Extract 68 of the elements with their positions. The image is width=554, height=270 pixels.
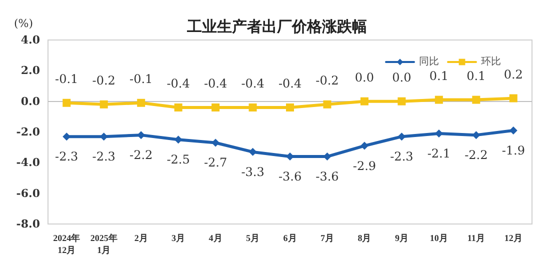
data-label: -0.4 (241, 76, 265, 90)
data-label: 0.2 (504, 67, 523, 82)
point (398, 132, 406, 141)
x-tick-label: 6月 (283, 233, 297, 243)
data-label: 0.1 (466, 68, 486, 83)
data-label: -0.2 (316, 73, 339, 88)
x-tick-label: 9月 (394, 233, 408, 243)
x-tick-label: 10月 (430, 233, 448, 243)
point (398, 97, 406, 106)
x-tick-label: 2025年 1月 (90, 233, 118, 255)
point (62, 98, 71, 107)
data-label: -0.4 (278, 76, 302, 90)
x-tick-label: 11月 (467, 233, 485, 243)
y-axis-title: (%) (14, 17, 34, 30)
x-tick-label: 8月 (358, 233, 372, 243)
x-tick-label: 4月 (208, 233, 222, 243)
point (248, 148, 257, 156)
legend-label: 环比 (481, 56, 501, 68)
point (434, 96, 443, 104)
data-label: -0.1 (55, 72, 78, 86)
point (137, 98, 146, 107)
data-label: -2.1 (427, 146, 450, 161)
x-tick-label: 7月 (320, 233, 334, 243)
data-label: -3.6 (278, 170, 302, 184)
data-label: -3.3 (241, 164, 264, 179)
y-tick-label: -4.0 (16, 156, 40, 170)
point (472, 96, 480, 104)
data-label: -0.4 (204, 76, 228, 90)
point (248, 103, 257, 112)
y-tick-label: -2.0 (16, 126, 40, 138)
data-label: -2.7 (204, 156, 228, 170)
data-label: -2.5 (166, 152, 190, 167)
point (509, 94, 518, 102)
chart-title: 工业生产者出厂价格涨跌幅 (186, 18, 367, 36)
y-tick-label: -6.0 (16, 186, 40, 200)
y-tick-label: 2.0 (20, 64, 40, 78)
data-label: -3.6 (316, 170, 339, 184)
data-label: 0.0 (392, 70, 412, 84)
y-tick-label: 4.0 (20, 34, 40, 46)
data-label: -2.2 (130, 148, 153, 162)
x-tick-label: 12月 (504, 233, 522, 243)
y-tick-label: 0.0 (20, 94, 40, 108)
point (212, 103, 220, 112)
data-label: 0.0 (354, 70, 374, 84)
x-tick-label: 3月 (172, 233, 186, 243)
data-label: 0.1 (429, 68, 448, 83)
data-label: -2.3 (92, 150, 116, 164)
point (360, 142, 368, 150)
data-label: -0.1 (130, 72, 153, 86)
data-label: -1.9 (502, 143, 525, 158)
data-label: -2.3 (55, 150, 78, 164)
x-tick-label: 2024年 12月 (53, 233, 80, 255)
point (100, 100, 108, 108)
data-label: -0.2 (92, 73, 116, 88)
point (323, 100, 332, 108)
point (174, 136, 182, 144)
point (174, 103, 182, 112)
legend-label: 同比 (419, 56, 439, 68)
point (286, 103, 294, 112)
y-tick-label: -8.0 (16, 218, 40, 230)
point (360, 97, 368, 106)
data-label: -2.9 (352, 158, 376, 173)
point (212, 138, 220, 147)
data-label: -0.4 (166, 76, 190, 90)
x-tick-label: 2月 (134, 233, 148, 243)
data-label: -2.3 (390, 150, 414, 164)
data-label: -2.2 (464, 148, 488, 162)
x-tick-label: 5月 (246, 233, 260, 243)
